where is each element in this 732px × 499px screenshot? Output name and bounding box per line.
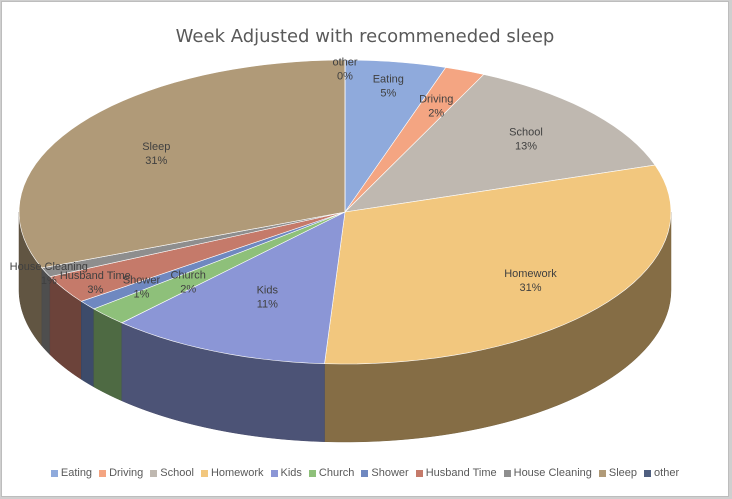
data-label-shower: Shower 1% bbox=[123, 275, 161, 301]
legend-swatch bbox=[503, 469, 511, 477]
legend-item-driving: Driving bbox=[99, 467, 143, 479]
data-label-sleep: Sleep 31% bbox=[142, 141, 170, 167]
legend-label: Homework bbox=[210, 467, 264, 479]
legend-item-husband-time: Husband Time bbox=[415, 467, 497, 479]
legend-swatch bbox=[415, 469, 423, 477]
label-value-other: 0% bbox=[337, 71, 353, 83]
label-name-shower: Shower bbox=[123, 275, 161, 287]
label-value-sleep: 31% bbox=[145, 155, 167, 167]
legend-label: Kids bbox=[280, 467, 302, 479]
legend-item-school: School bbox=[150, 467, 194, 479]
legend: Eating Driving School Homework Kids Church Sho… bbox=[2, 467, 728, 479]
legend-label: Driving bbox=[109, 467, 144, 479]
data-label-eating: Eating 5% bbox=[373, 73, 404, 99]
data-label-husband-time: Husband Time 3% bbox=[60, 270, 131, 296]
legend-swatch bbox=[644, 469, 652, 477]
legend-item-house-cleaning: House Cleaning bbox=[503, 467, 592, 479]
label-name-church: Church bbox=[170, 270, 205, 282]
legend-label: School bbox=[160, 467, 194, 479]
data-label-homework: Homework 31% bbox=[504, 268, 557, 294]
label-value-house-cleaning: 1% bbox=[41, 275, 57, 287]
legend-label: other bbox=[654, 467, 680, 479]
legend-label: Husband Time bbox=[425, 467, 497, 479]
legend-item-sleep: Sleep bbox=[598, 467, 638, 479]
legend-swatch bbox=[361, 469, 369, 477]
legend-label: Church bbox=[318, 467, 355, 479]
legend-swatch bbox=[99, 469, 107, 477]
label-value-husband-time: 3% bbox=[87, 284, 103, 296]
label-value-homework: 31% bbox=[519, 282, 541, 294]
side-church bbox=[93, 308, 123, 402]
legend-swatch bbox=[50, 469, 58, 477]
label-value-eating: 5% bbox=[380, 87, 396, 99]
slice-kids bbox=[121, 211, 346, 365]
label-value-kids: 11% bbox=[257, 299, 278, 311]
label-value-school: 13% bbox=[515, 141, 537, 153]
chart-title: Week Adjusted with recommeneded sleep bbox=[175, 26, 555, 47]
legend-label: Eating bbox=[60, 467, 93, 479]
legend-label: Sleep bbox=[608, 467, 638, 479]
legend-item-shower: Shower bbox=[361, 467, 409, 479]
data-label-house-cleaning: House Cleaning 1% bbox=[10, 261, 88, 287]
legend-label: Shower bbox=[371, 467, 409, 479]
data-label-driving: Driving 2% bbox=[419, 94, 453, 120]
slice-sleep bbox=[18, 59, 346, 269]
slice-eating bbox=[344, 59, 447, 213]
data-label-church: Church 2% bbox=[170, 270, 205, 296]
label-name-homework: Homework bbox=[504, 268, 557, 280]
legend-swatch bbox=[200, 469, 208, 477]
legend-swatch bbox=[150, 469, 158, 477]
data-label-other: other 0% bbox=[332, 57, 357, 83]
legend-item-homework: Homework bbox=[200, 467, 264, 479]
legend-item-other: other bbox=[644, 467, 679, 479]
label-value-shower: 1% bbox=[134, 289, 150, 301]
label-name-house-cleaning: House Cleaning bbox=[10, 261, 88, 273]
label-name-sleep: Sleep bbox=[142, 141, 170, 153]
label-name-kids: Kids bbox=[257, 285, 279, 297]
data-label-kids: Kids 11% bbox=[257, 285, 279, 311]
legend-label: House Cleaning bbox=[513, 467, 592, 479]
legend-swatch bbox=[270, 469, 278, 477]
slice-homework bbox=[324, 164, 672, 365]
legend-item-eating: Eating bbox=[50, 467, 93, 479]
legend-swatch bbox=[598, 469, 606, 477]
legend-item-church: Church bbox=[308, 467, 355, 479]
label-name-eating: Eating bbox=[373, 73, 404, 85]
label-name-driving: Driving bbox=[419, 94, 453, 106]
side-shower bbox=[81, 300, 95, 388]
legend-item-kids: Kids bbox=[270, 467, 302, 479]
label-name-other: other bbox=[332, 57, 357, 69]
label-value-driving: 2% bbox=[428, 108, 444, 120]
slice-school bbox=[344, 74, 656, 213]
label-value-church: 2% bbox=[180, 284, 196, 296]
label-name-school: School bbox=[509, 127, 543, 139]
label-name-husband-time: Husband Time bbox=[60, 270, 131, 282]
legend-swatch bbox=[308, 469, 316, 477]
data-label-school: School 13% bbox=[509, 127, 543, 153]
